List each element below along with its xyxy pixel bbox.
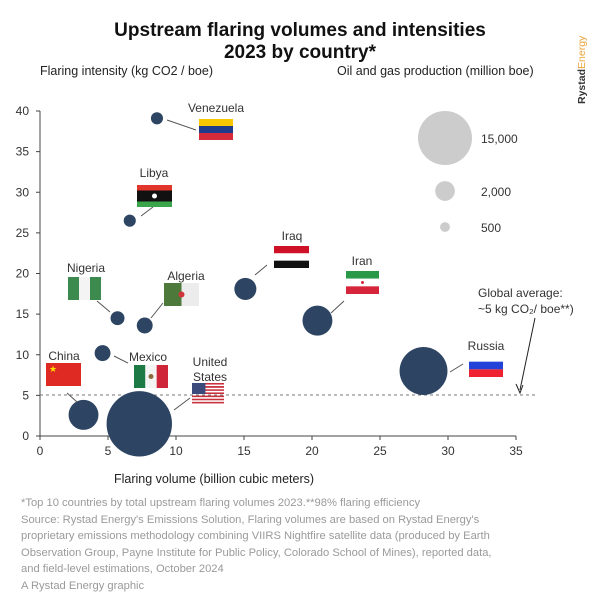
country-label: Iran (352, 254, 373, 268)
country-label: Iraq (282, 229, 303, 243)
x-tick-label: 10 (169, 444, 183, 458)
country-label: Venezuela (188, 101, 244, 115)
country-label: Libya (140, 166, 169, 180)
x-tick-label: 25 (373, 444, 387, 458)
size-legend-label: 15,000 (481, 132, 518, 146)
size-legend: 15,000 2,000 500 (418, 111, 518, 235)
leader-line-iraq (254, 264, 268, 276)
footnote-line: A Rystad Energy graphic (21, 579, 145, 592)
x-tick-label: 20 (305, 444, 319, 458)
x-tick-label: 30 (441, 444, 455, 458)
country-label: Mexico (129, 350, 167, 364)
y-tick-label: 10 (16, 348, 30, 362)
footnote-line: Source: Rystad Energy's Emissions Soluti… (21, 513, 480, 526)
flag-iraq-icon (274, 246, 309, 268)
country-label: United States (193, 355, 228, 384)
bubbles (68, 112, 448, 457)
y-tick-label: 15 (16, 307, 30, 321)
flag-mexico-icon (134, 365, 168, 388)
chart-title-line2: 2023 by country* (223, 42, 377, 63)
global-average-label-1: Global average: (478, 286, 563, 300)
flag-nigeria-icon (68, 277, 101, 300)
leader-line-venezuela (166, 119, 197, 131)
y-tick-label: 0 (22, 429, 29, 443)
axes: 0 5 10 15 20 25 30 35 0 5 10 15 20 25 30 35 40 (16, 104, 523, 458)
size-legend-circle (440, 222, 450, 232)
y-tick-label: 25 (16, 226, 30, 240)
y-tick-label: 35 (16, 145, 30, 159)
x-tick-label: 15 (237, 444, 251, 458)
flag-libya-icon (137, 185, 172, 207)
x-axis-label: Flaring volume (billion cubic meters) (114, 472, 314, 486)
flag-russia-icon (469, 354, 503, 377)
x-tick-label: 5 (105, 444, 112, 458)
footnote-line: Observation Group, Payne Institute for P… (21, 546, 492, 559)
bubble-iran (302, 305, 333, 336)
y-tick-label: 20 (16, 267, 30, 281)
country-label: Russia (468, 339, 505, 353)
leader-line-iran (330, 300, 345, 314)
bubble-nigeria (110, 311, 125, 326)
flag-venezuela-icon (199, 119, 233, 140)
bubble-russia (399, 347, 448, 395)
flag-united-states-icon (192, 383, 224, 404)
y-tick-label: 5 (22, 388, 29, 402)
flags: Venezuela Libya Nigeria Algeria Iraq Iran Mexi… (46, 101, 505, 411)
flag-china-icon: ★ (46, 363, 81, 386)
svg-text:★: ★ (49, 364, 57, 374)
leader-line-mexico (113, 355, 129, 364)
x-tick-label: 35 (509, 444, 523, 458)
global-average-label-2: ~5 kg CO₂/ boe**) (478, 302, 574, 316)
leader-line-libya (140, 206, 154, 217)
bubble-china (68, 399, 99, 430)
leader-line-russia (449, 363, 464, 373)
footnote-line: *Top 10 countries by total upstream flar… (21, 497, 421, 509)
footnote: *Top 10 countries by total upstream flar… (21, 495, 596, 595)
bubble-mexico (94, 345, 111, 362)
leader-line-china (66, 392, 78, 403)
bubble-united-states (106, 391, 172, 457)
y-tick-label: 30 (16, 185, 30, 199)
y-tick-label: 40 (16, 104, 30, 118)
footnote-line: and field-level estimations, October 202… (21, 563, 224, 576)
size-legend-label: 2,000 (481, 185, 511, 199)
size-legend-label: 500 (481, 221, 501, 235)
arrow-head-icon (515, 383, 524, 395)
leader-line-united-states (173, 397, 191, 411)
bubble-libya (123, 214, 136, 227)
x-tick-label: 0 (37, 444, 44, 458)
global-average-arrow (519, 317, 536, 391)
country-label: Nigeria (67, 261, 105, 275)
footnote-line: proprietary emissions methodology combin… (21, 530, 490, 543)
flag-algeria-icon (164, 283, 199, 306)
y-axis-label: Flaring intensity (kg CO2 / boe) (40, 64, 213, 78)
country-label: Algeria (167, 269, 205, 283)
country-label: China (48, 349, 80, 363)
leader-line-algeria (150, 302, 164, 319)
size-legend-circle (418, 111, 472, 165)
leader-line-nigeria (96, 300, 111, 313)
chart-title-line1: Upstream flaring volumes and intensities (114, 20, 486, 41)
flag-iran-icon (346, 271, 379, 294)
bubble-venezuela (150, 112, 163, 125)
bubble-algeria (136, 317, 153, 334)
size-legend-title: Oil and gas production (million boe) (337, 64, 534, 78)
bubble-iraq (234, 277, 257, 300)
size-legend-circle (435, 181, 455, 201)
